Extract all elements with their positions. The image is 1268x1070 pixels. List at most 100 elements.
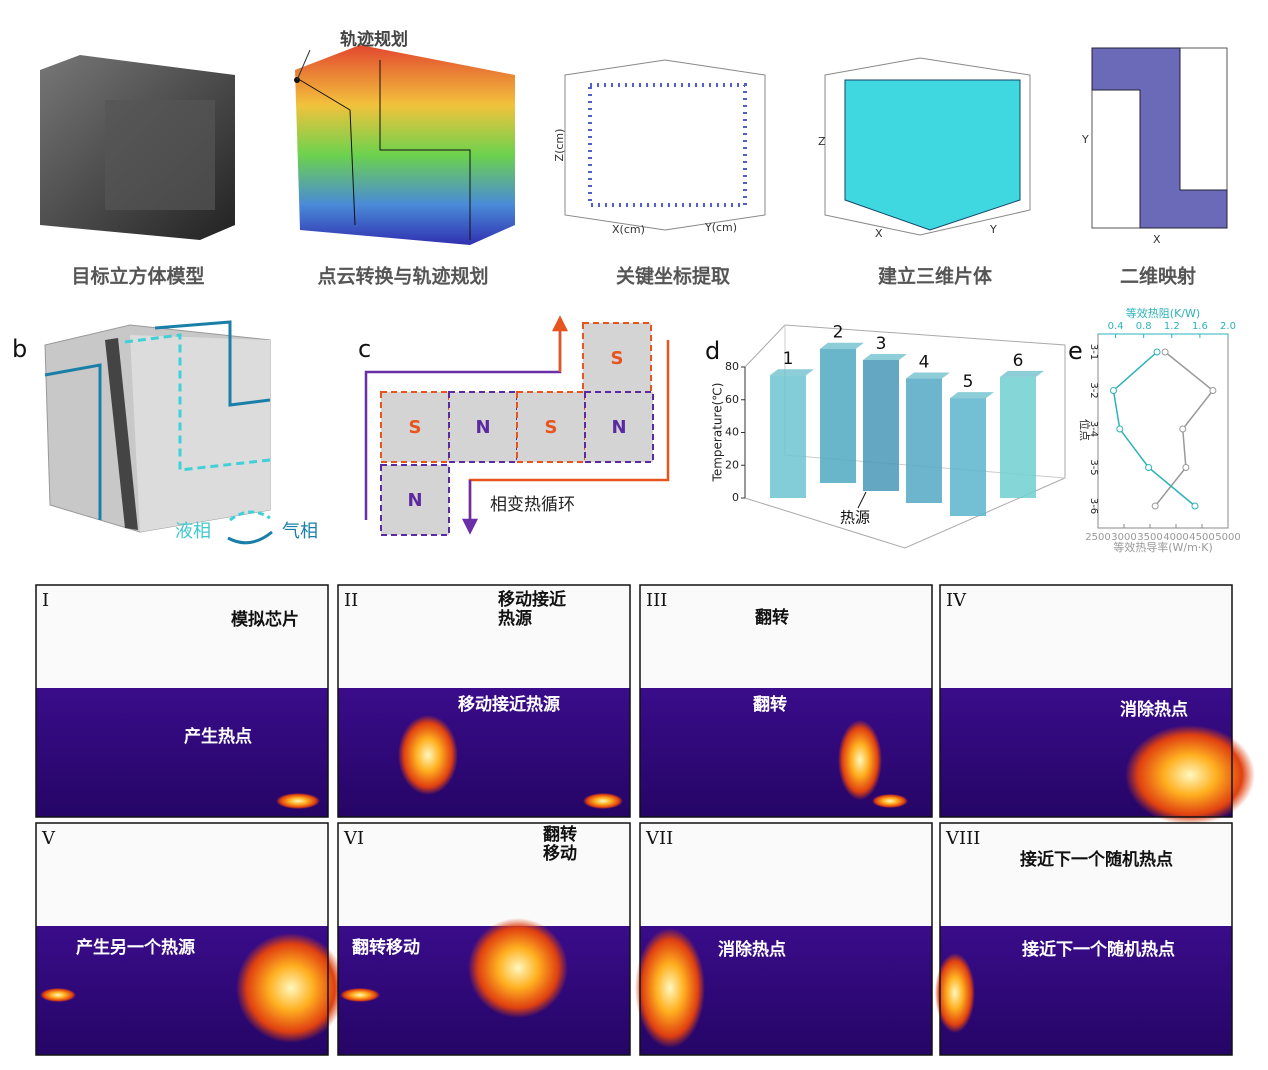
x-axis-label: 等效热导率(W/m·K) [1113, 540, 1213, 554]
numeral: II [344, 590, 358, 611]
point [1109, 387, 1117, 394]
hotspot [40, 988, 76, 1002]
numeral: V [41, 828, 56, 849]
cell-label: N [407, 490, 422, 511]
cell [448, 391, 518, 463]
x-tick-label: 5000 [1215, 532, 1240, 543]
chart-e: e 2500 3000 3500 4000 4500 5000 0.4 0.8 1.2 1.6 2.0… [1068, 306, 1241, 554]
y-tick-label: 3-4 [1088, 421, 1099, 437]
panel-frame [337, 584, 631, 818]
category-label: 6 [1013, 351, 1024, 371]
y-tick-label: 3-1 [1088, 344, 1099, 360]
hotspot [340, 988, 380, 1002]
x2-tick-label: 0.4 [1108, 321, 1124, 332]
caption: 相变热循环 [490, 495, 575, 515]
x2-tick-label: 2.0 [1220, 321, 1236, 332]
caption: 目标立方体模型 [71, 265, 204, 288]
y-axis-label: 位点 [1078, 419, 1092, 441]
photo [36, 585, 328, 688]
panel-label: b [12, 335, 27, 363]
numeral: III [646, 590, 667, 611]
bottom-text: 产生热点 [184, 726, 252, 747]
key-points-box [564, 59, 766, 231]
cube-b [44, 320, 273, 545]
legend: 液相 [175, 521, 211, 542]
photo [338, 585, 630, 688]
bottom-text: 产生另一个热源 [76, 937, 195, 958]
y-tick-label: 40 [725, 426, 739, 439]
numeral: VIII [945, 828, 980, 849]
cell-label: N [611, 417, 626, 438]
hotspot [635, 928, 705, 1048]
cell-label: S [611, 348, 624, 369]
point [1151, 502, 1159, 510]
axis-label: X(cm) [612, 223, 645, 236]
top-text: 模拟芯片 [231, 609, 299, 630]
numeral: VII [645, 828, 673, 849]
y-tick-label: 0 [732, 491, 739, 504]
thermal-image [36, 688, 328, 817]
panel-frame [939, 822, 1233, 1056]
top-text: 翻转 [755, 607, 789, 628]
panel-frame [35, 584, 329, 818]
y-tick-label: 3-6 [1088, 498, 1099, 514]
cell [584, 391, 654, 463]
2d-mapping [1091, 47, 1228, 229]
cell-label: N [475, 417, 490, 438]
category-label: 2 [833, 323, 844, 343]
photo [640, 585, 932, 688]
x2-tick-label: 1.6 [1192, 321, 1208, 332]
bar [906, 378, 942, 503]
x2-tick-label: 1.2 [1164, 321, 1180, 332]
point [1153, 348, 1161, 356]
photo [36, 823, 328, 926]
point [1191, 502, 1199, 510]
bottom-text: 翻转 [753, 694, 787, 715]
thermal-image [338, 688, 630, 817]
bar-top [820, 342, 864, 349]
point [1182, 464, 1190, 471]
panel-frame [639, 822, 933, 1056]
bar-top [770, 369, 814, 376]
y-tick-label: 3-2 [1088, 382, 1099, 398]
y-tick-label: 3-5 [1088, 459, 1099, 475]
bar-top [950, 392, 994, 399]
y-tick-label: 20 [725, 458, 739, 471]
hotspot [398, 715, 458, 795]
panel-label: c [358, 335, 371, 363]
cell [380, 464, 450, 536]
bottom-text: 消除热点 [1120, 699, 1188, 720]
top-text: 接近下一个随机热点 [1020, 849, 1173, 870]
hotspot [468, 918, 568, 1018]
point [1209, 387, 1217, 394]
panel-frame [639, 584, 933, 818]
x-tick-label: 3500 [1137, 532, 1162, 543]
cube-model [40, 55, 235, 240]
axis-label: Y(cm) [704, 221, 737, 234]
photo [338, 823, 630, 926]
y-axis-label: Temperature(℃) [711, 383, 725, 483]
hotspot [276, 793, 320, 809]
cell [380, 391, 450, 463]
legend: 气相 [282, 521, 318, 542]
hotspot [1125, 725, 1255, 825]
annotation: 热源 [840, 509, 870, 527]
cell [582, 322, 652, 394]
panel-label: d [705, 337, 720, 365]
arrow [857, 491, 867, 509]
x-tick-label: 4000 [1163, 532, 1188, 543]
bar-top [863, 354, 907, 360]
top-text: 热源 [498, 608, 532, 629]
bottom-text: 消除热点 [718, 939, 786, 960]
panel-frame [939, 584, 1233, 818]
caption: 建立三维片体 [878, 265, 993, 288]
bottom-text: 移动接近热源 [458, 694, 560, 715]
bar [950, 398, 986, 516]
numeral: VI [343, 828, 364, 849]
caption: 二维映射 [1120, 265, 1196, 288]
point [1179, 425, 1187, 433]
category-label: 5 [963, 372, 974, 392]
panel-frame [337, 822, 631, 1056]
category-label: 1 [783, 349, 794, 369]
